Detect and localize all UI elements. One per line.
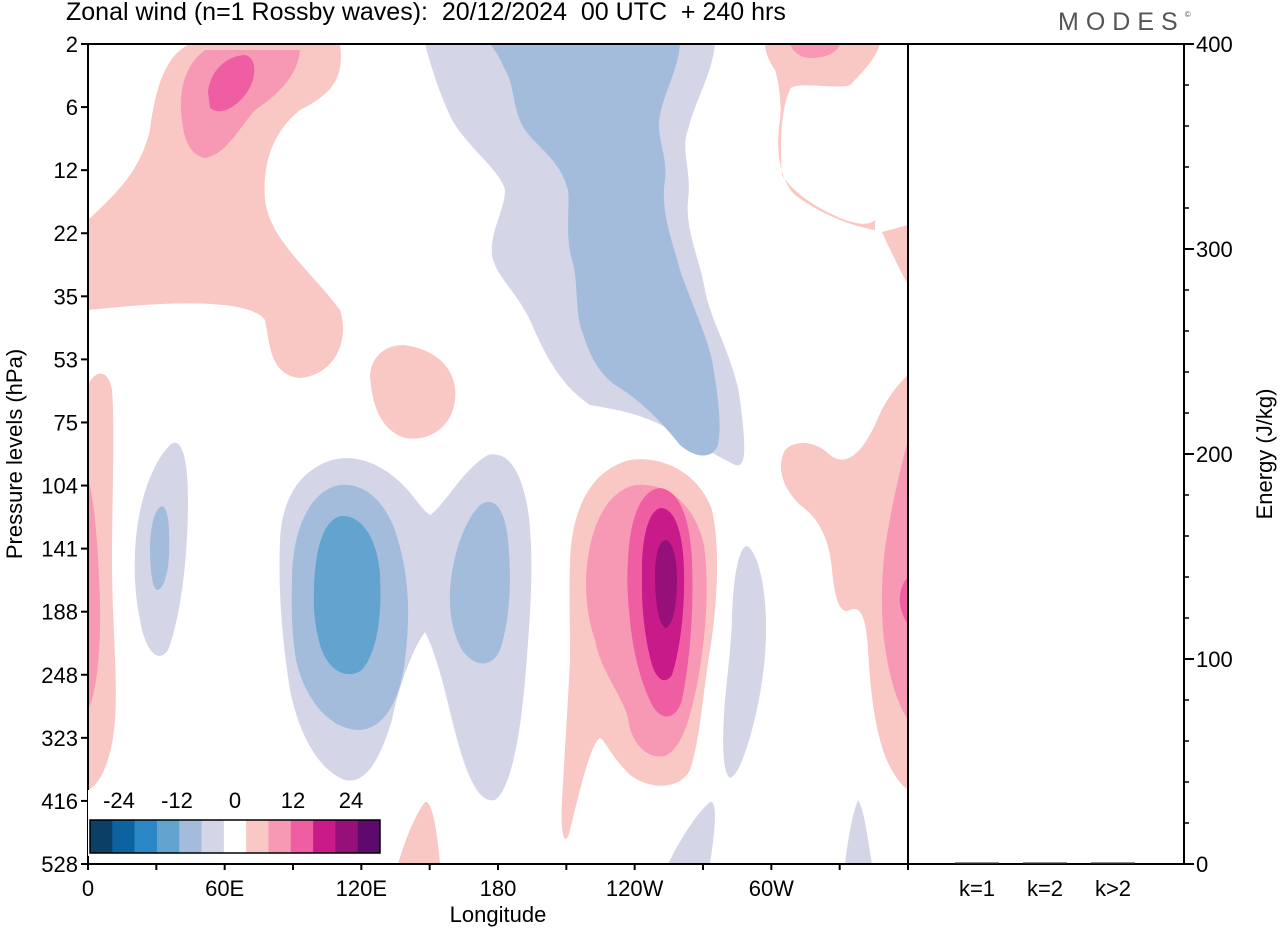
contour-negative-10-upper-center — [490, 44, 720, 456]
contour-positive-15-right — [899, 578, 908, 624]
contour-negative-10-left — [150, 506, 170, 590]
colorbar-swatch — [268, 820, 292, 853]
energy-tick-label: 400 — [1196, 32, 1233, 57]
x-tick-label: 60W — [749, 876, 794, 901]
contour-positive-10-upper-left — [180, 50, 300, 158]
x-tick-label: 120E — [336, 876, 387, 901]
x-tick-label: 120W — [606, 876, 664, 901]
x-tick-label: 180 — [480, 876, 517, 901]
y-tick-label: 53 — [54, 347, 78, 372]
x-tick-label: 0 — [82, 876, 94, 901]
colorbar: -24 -12 0 12 24 — [88, 788, 381, 856]
y-tick-label: 248 — [41, 663, 78, 688]
contour-negative-15-center-west — [313, 515, 381, 675]
colorbar-swatch — [290, 820, 314, 853]
contour-negative-5-east-sliver — [723, 546, 767, 778]
colorbar-tick-label: 12 — [281, 788, 305, 813]
energy-tick-label: 200 — [1196, 442, 1233, 467]
energy-category-label: k=1 — [959, 876, 995, 901]
y-axis-label: Pressure levels (hPa) — [2, 349, 27, 559]
energy-bar — [955, 862, 999, 864]
colorbar-swatch — [179, 820, 202, 853]
y-tick-label: 416 — [41, 789, 78, 814]
colorbar-swatch — [201, 820, 225, 853]
y-tick-label: 528 — [41, 852, 78, 877]
energy-tick-label: 0 — [1196, 852, 1208, 877]
energy-bars: k=1 k=2 k>2 — [955, 862, 1135, 901]
energy-panel-frame — [907, 43, 1185, 865]
energy-axis: 0 100 200 300 400 — [1184, 32, 1233, 877]
colorbar-swatch — [156, 820, 180, 853]
colorbar-swatch — [134, 820, 158, 853]
brand-text: MODES — [1058, 8, 1185, 36]
energy-category-label: k>2 — [1095, 876, 1131, 901]
contour-negative-5-bottom-east — [668, 801, 715, 864]
energy-tick-label: 100 — [1196, 647, 1233, 672]
energy-bar — [1091, 862, 1135, 864]
colorbar-swatch — [223, 820, 247, 853]
colorbar-tick-label: -12 — [161, 788, 193, 813]
colorbar-tick-label: 24 — [339, 788, 363, 813]
contour-negative-5-bottom-far-east — [845, 800, 872, 864]
energy-bar — [1023, 862, 1067, 864]
y-tick-label: 188 — [41, 600, 78, 625]
energy-tick-label: 300 — [1196, 237, 1233, 262]
brand-logo: MODES© — [1058, 8, 1191, 37]
y-tick-label: 2 — [66, 32, 78, 57]
y-tick-label: 141 — [41, 537, 78, 562]
contour-field — [88, 44, 908, 864]
contour-positive-5-right-edge-top — [882, 225, 908, 285]
colorbar-frame — [89, 819, 381, 854]
chart-title: Zonal wind (n=1 Rossby waves): 20/12/202… — [66, 0, 786, 26]
contour-negative-10-center-east — [449, 501, 510, 664]
contour-positive-5-right — [780, 375, 908, 790]
energy-category-label: k=2 — [1027, 876, 1063, 901]
y-tick-label: 104 — [41, 474, 78, 499]
y-tick-label: 323 — [41, 726, 78, 751]
contour-positive-5-upper-left — [88, 44, 344, 378]
colorbar-tick-label: 0 — [229, 788, 241, 813]
contour-positive-5-upper-right — [765, 44, 880, 230]
colorbar-swatch — [313, 820, 336, 853]
colorbar-tick-label: -24 — [103, 788, 135, 813]
colorbar-swatch — [357, 820, 381, 853]
y-axis: 2 6 12 22 35 53 75 104 141 188 248 323 416 528 — [41, 32, 88, 877]
contour-positive-25-east — [655, 540, 677, 628]
x-tick-label: 60E — [205, 876, 244, 901]
contour-positive-5-mid — [370, 345, 456, 439]
colorbar-swatch — [246, 820, 269, 853]
x-axis-label: Longitude — [450, 902, 547, 927]
energy-axis-label: Energy (J/kg) — [1252, 389, 1277, 520]
contour-positive-10-upper-right — [790, 44, 840, 58]
x-axis: 0 60E 120E 180 120W 60W — [82, 864, 909, 901]
colorbar-swatch — [90, 820, 113, 853]
y-tick-label: 75 — [54, 410, 78, 435]
contour-positive-5-bottom — [398, 801, 440, 864]
y-tick-label: 22 — [54, 221, 78, 246]
brand-mark: © — [1184, 10, 1191, 19]
y-tick-label: 35 — [54, 284, 78, 309]
y-tick-label: 12 — [54, 158, 78, 183]
colorbar-swatch — [112, 820, 135, 853]
y-tick-label: 6 — [66, 95, 78, 120]
contour-positive-10-right — [881, 440, 908, 720]
colorbar-swatch — [335, 820, 358, 853]
contour-positive-10-left-edge — [88, 480, 101, 710]
contour-positive-15-upper-left — [208, 55, 255, 112]
